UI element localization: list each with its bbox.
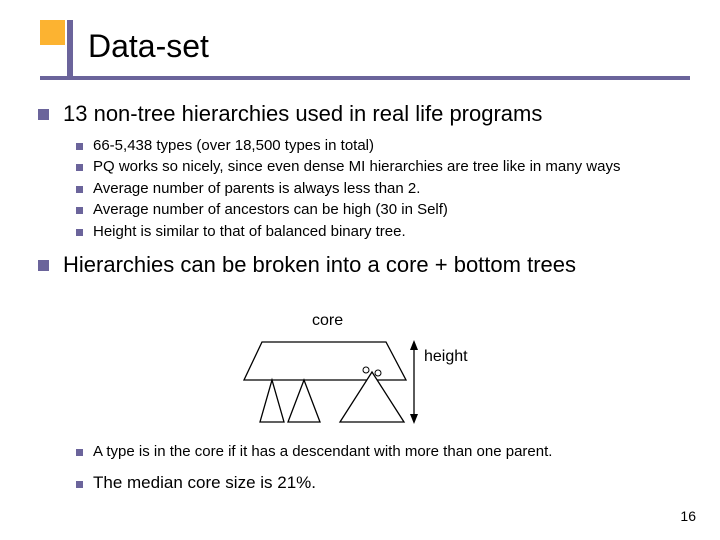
slide: Data-set 13 non-tree hierarchies used in…	[0, 0, 720, 540]
square-bullet-icon	[76, 164, 83, 171]
bullet-l2-text: 66-5,438 types (over 18,500 types in tot…	[93, 136, 374, 156]
title-bar-horizontal	[40, 76, 690, 80]
node-circle	[375, 370, 381, 376]
bullet-l2: A type is in the core if it has a descen…	[76, 442, 696, 462]
page-number: 16	[680, 508, 696, 524]
square-bullet-icon	[38, 260, 49, 271]
title-bar-vertical	[67, 20, 73, 80]
bullet-l2: Average number of ancestors can be high …	[76, 200, 698, 220]
bullet-l2-text: PQ works so nicely, since even dense MI …	[93, 157, 620, 177]
bullet-l2: Average number of parents is always less…	[76, 179, 698, 199]
bullet-l2-footer-group: A type is in the core if it has a descen…	[76, 442, 696, 496]
bullet-l1-text: 13 non-tree hierarchies used in real lif…	[63, 100, 542, 128]
height-label: height	[424, 348, 468, 366]
bullet-l2: The median core size is 21%.	[76, 472, 696, 494]
square-bullet-icon	[76, 229, 83, 236]
bullet-l2-text: The median core size is 21%.	[93, 472, 316, 494]
slide-title: Data-set	[88, 28, 209, 65]
arrow-up-icon	[410, 340, 418, 350]
square-bullet-icon	[38, 109, 49, 120]
bullet-l1: 13 non-tree hierarchies used in real lif…	[38, 100, 698, 128]
trapezoid-core	[244, 342, 406, 380]
bullet-l2-text: A type is in the core if it has a descen…	[93, 442, 552, 462]
node-circle	[363, 367, 369, 373]
title-accent-square	[40, 20, 65, 45]
bullet-l2-text: Average number of parents is always less…	[93, 179, 420, 199]
square-bullet-icon	[76, 207, 83, 214]
bullet-l2-text: Height is similar to that of balanced bi…	[93, 222, 406, 242]
square-bullet-icon	[76, 186, 83, 193]
bullet-l1-text: Hierarchies can be broken into a core + …	[63, 251, 576, 279]
bullet-l2-group: 66-5,438 types (over 18,500 types in tot…	[76, 136, 698, 242]
bullet-l2: PQ works so nicely, since even dense MI …	[76, 157, 698, 177]
hierarchy-diagram: core height	[236, 312, 496, 442]
diagram-svg	[236, 312, 496, 442]
bottom-tree-medium	[288, 380, 320, 422]
square-bullet-icon	[76, 143, 83, 150]
bullet-l2: 66-5,438 types (over 18,500 types in tot…	[76, 136, 698, 156]
bullet-l2: Height is similar to that of balanced bi…	[76, 222, 698, 242]
bottom-tree-small	[260, 380, 284, 422]
arrow-down-icon	[410, 414, 418, 424]
square-bullet-icon	[76, 449, 83, 456]
bullet-l2-text: Average number of ancestors can be high …	[93, 200, 448, 220]
bullet-l1: Hierarchies can be broken into a core + …	[38, 251, 698, 279]
core-label: core	[312, 312, 343, 330]
square-bullet-icon	[76, 481, 83, 488]
content-area: 13 non-tree hierarchies used in real lif…	[38, 100, 698, 287]
